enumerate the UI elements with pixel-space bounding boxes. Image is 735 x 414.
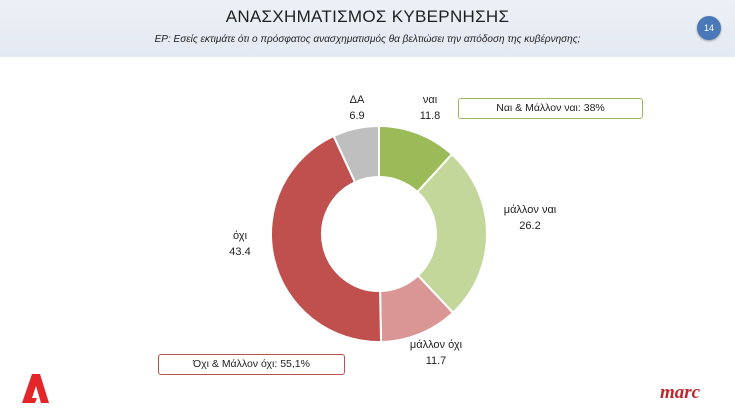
slice-label-rather-no: μάλλον όχι 11.7 (398, 337, 474, 369)
slice-rather-yes (416, 152, 488, 315)
value-label: 6.9 (349, 110, 365, 122)
category-label: μάλλον όχι (409, 339, 463, 351)
marc-logo: marc (660, 382, 701, 403)
header-bar: ΑΝΑΣΧΗΜΑΤΙΣΜΟΣ ΚΥΒΕΡΝΗΣΗΣ ΕΡ: Εσείς εκτι… (0, 0, 735, 57)
value-label: 43.4 (229, 246, 251, 258)
slice-label-yes: ναι 11.8 (405, 92, 455, 124)
value-label: 11.8 (419, 110, 441, 122)
page-number-badge: 14 (697, 16, 721, 40)
slice-label-no: όχι 43.4 (215, 228, 265, 260)
question-subtitle: ΕΡ: Εσείς εκτιμάτε ότι ο πρόσφατος ανασχ… (154, 34, 581, 45)
yes-total-annotation: Ναι & Μάλλον ναι: 38% (458, 98, 643, 119)
category-label: ναι (422, 94, 438, 106)
category-label: μάλλον ναι (503, 204, 557, 216)
alpha-logo (22, 374, 49, 403)
no-total-annotation: Όχι & Μάλλον όχι: 55,1% (158, 354, 345, 375)
slice-dk (332, 124, 380, 184)
page-title: ΑΝΑΣΧΗΜΑΤΙΣΜΟΣ ΚΥΒΕΡΝΗΣΗΣ (225, 7, 510, 26)
category-label: όχι (232, 230, 248, 242)
value-label: 11.7 (425, 355, 447, 367)
slice-label-dk: ΔΑ 6.9 (335, 92, 379, 124)
slice-no (270, 134, 383, 343)
value-label: 26.2 (519, 220, 541, 232)
category-label: ΔΑ (349, 94, 365, 106)
slice-label-rather-yes: μάλλον ναι 26.2 (490, 202, 570, 234)
